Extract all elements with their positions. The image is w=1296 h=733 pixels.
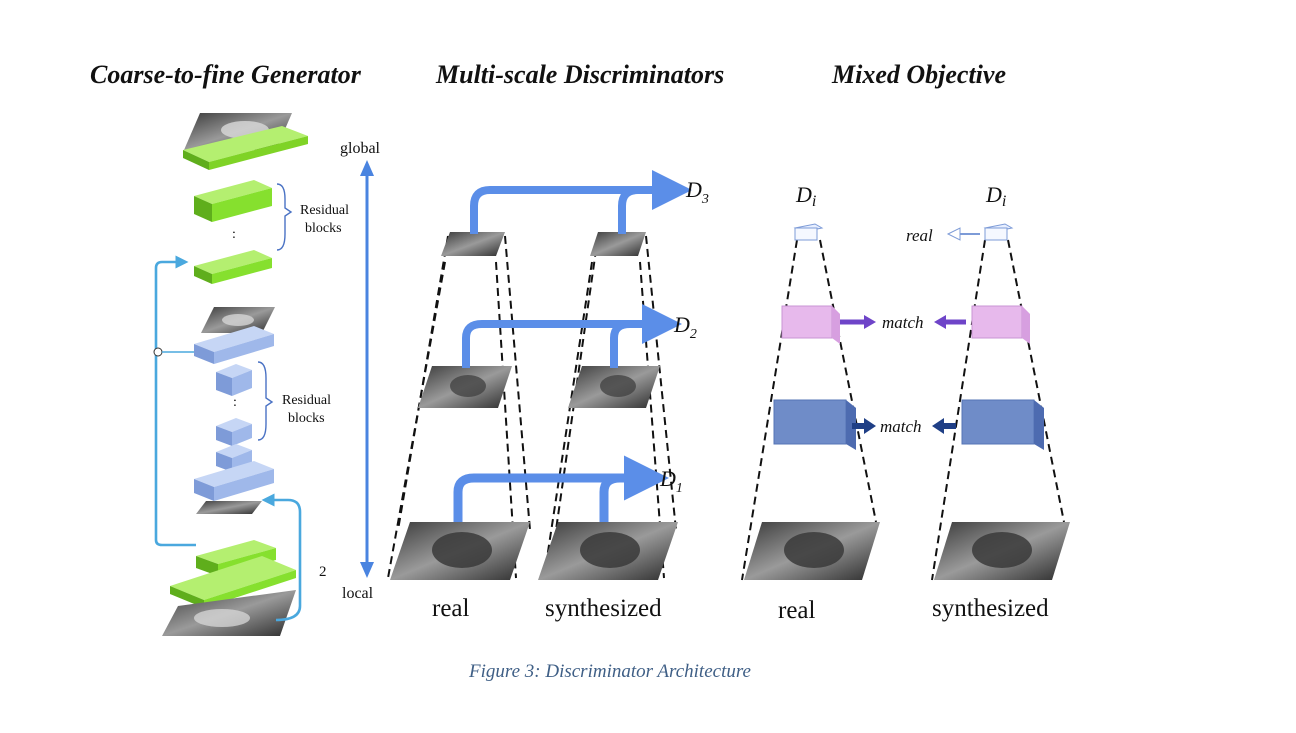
generator-mid-image <box>201 307 275 333</box>
residual-label-bottom-1: Residual <box>282 393 331 408</box>
ms-synth-label: synthesized <box>545 595 662 622</box>
d3-label: D3 <box>685 177 709 207</box>
generator-input-image <box>162 590 296 636</box>
scale-arrow-up-icon <box>360 160 374 176</box>
green-layer-top <box>183 126 308 170</box>
ms-real-label: real <box>432 595 470 622</box>
navy-feature-block-real <box>773 399 856 450</box>
match-arrow-pink-right-icon <box>864 315 876 329</box>
d2-label: D2 <box>673 312 697 342</box>
downsample-label: 2 <box>319 564 327 580</box>
generator-panel: : Residual blocks : <box>153 113 381 636</box>
navy-feature-block-synth <box>961 399 1044 450</box>
d2-arrows <box>462 304 682 368</box>
residual-dots-top: : <box>232 227 236 242</box>
pink-feature-block-real <box>781 305 840 344</box>
residual-dots-bottom: : <box>233 395 237 410</box>
green-residual-block-2 <box>194 250 272 284</box>
blue-residual-block-1 <box>216 364 252 396</box>
brace-bottom <box>257 361 274 441</box>
generator-heading: Coarse-to-fine Generator <box>90 60 361 89</box>
match-label-pink: match <box>882 313 924 332</box>
objective-panel: Di Di real match <box>741 182 1070 624</box>
objective-synth-lines <box>931 239 1065 581</box>
blue-residual-block-2 <box>216 418 252 446</box>
real-d3-image <box>441 232 505 256</box>
match-label-navy: match <box>880 417 922 436</box>
objective-synth-label: synthesized <box>932 595 1049 622</box>
blue-layer-top <box>194 326 274 364</box>
objective-real-lines <box>741 239 877 581</box>
multiscale-panel: D3 D2 D1 real synthesized <box>387 170 709 622</box>
blue-layer-bottom <box>194 461 274 501</box>
downsample-arrow <box>261 493 302 622</box>
match-arrow-navy-right-icon <box>864 418 876 434</box>
residual-label-bottom-2: blocks <box>288 411 325 426</box>
objective-real-label: real <box>778 597 816 624</box>
match-arrow-navy-left-icon <box>932 418 944 434</box>
real-output-arrow-icon <box>946 227 961 241</box>
residual-label-top-1: Residual <box>300 203 349 218</box>
scale-label-global: global <box>340 140 381 157</box>
objective-d-label-synth: Di <box>985 182 1006 210</box>
brace-top <box>276 183 293 251</box>
objective-heading: Mixed Objective <box>832 60 1006 89</box>
objective-top-box-synth <box>983 223 1014 241</box>
objective-top-box-real <box>793 223 824 241</box>
d3-arrows <box>470 170 692 234</box>
objective-d-label-real: Di <box>795 182 816 210</box>
residual-label-top-2: blocks <box>305 221 342 236</box>
scale-arrow-down-icon <box>360 562 374 578</box>
green-residual-block-1 <box>194 180 272 222</box>
generator-low-image <box>196 501 262 514</box>
skip-arrow-left <box>154 255 196 547</box>
match-arrow-pink-left-icon <box>934 315 946 329</box>
figure-caption: Figure 3: Discriminator Architecture <box>469 661 751 682</box>
synth-d3-image <box>590 232 646 256</box>
pink-feature-block-synth <box>971 305 1030 344</box>
objective-real-output-label: real <box>906 226 933 245</box>
sum-icon <box>153 347 163 357</box>
green-layer-bottom-large <box>170 556 296 608</box>
d1-label: D1 <box>659 466 683 496</box>
discriminators-heading: Multi-scale Discriminators <box>436 60 725 89</box>
scale-label-local: local <box>342 585 374 602</box>
d1-arrows <box>453 455 669 522</box>
